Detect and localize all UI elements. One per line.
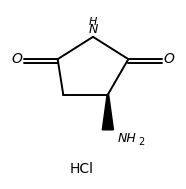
Text: H: H: [89, 17, 98, 27]
Text: O: O: [164, 52, 174, 66]
Text: HCl: HCl: [70, 162, 94, 176]
Text: N: N: [88, 23, 98, 36]
Text: O: O: [12, 52, 22, 66]
Text: NH: NH: [117, 132, 136, 145]
Text: 2: 2: [139, 137, 145, 146]
Polygon shape: [102, 94, 113, 130]
